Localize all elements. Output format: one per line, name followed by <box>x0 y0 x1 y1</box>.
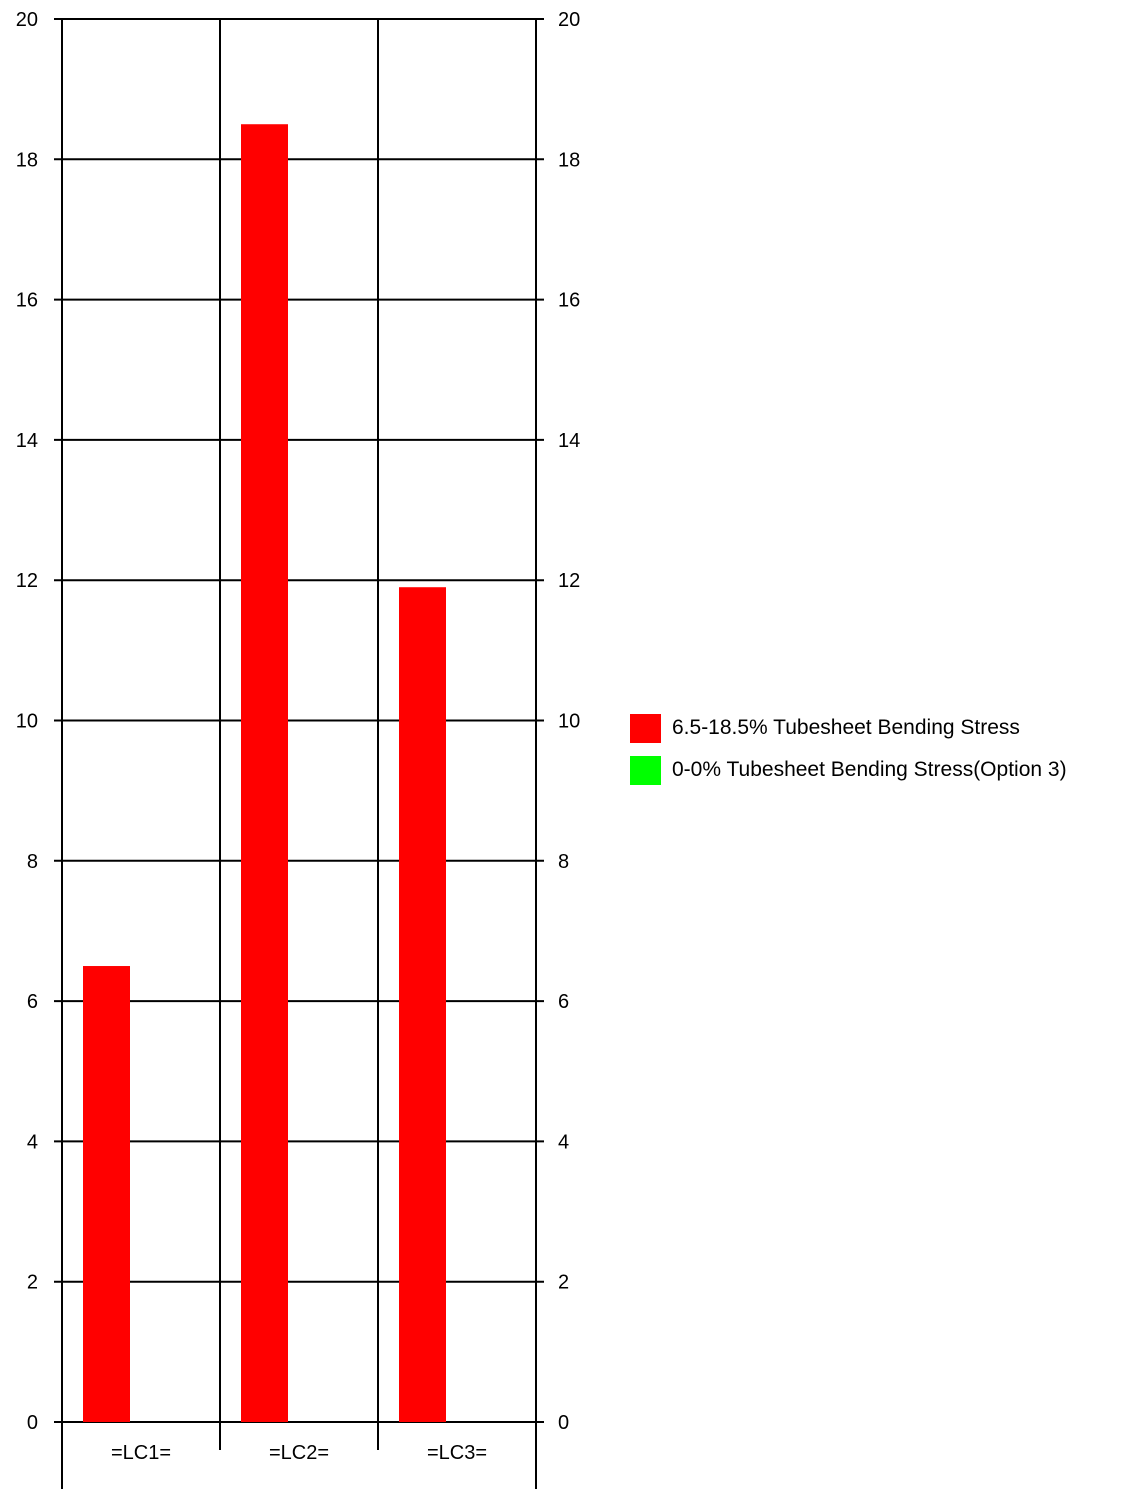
x-tick-label-2: =LC2= <box>269 1442 329 1464</box>
y-tick-label-left-4: 8 <box>27 851 38 873</box>
y-tick-label-left-8: 16 <box>16 290 38 312</box>
bar-series1-lc1 <box>83 966 130 1422</box>
y-tick-label-right-0: 0 <box>558 1412 569 1434</box>
y-tick-label-right-2: 4 <box>558 1131 569 1153</box>
y-tick-label-right-4: 8 <box>558 851 569 873</box>
y-tick-label-left-9: 18 <box>16 149 38 171</box>
y-tick-label-right-5: 10 <box>558 711 580 733</box>
bar-series1-lc3 <box>399 587 446 1422</box>
y-tick-label-right-6: 12 <box>558 570 580 592</box>
legend-label-series-2: 0-0% Tubesheet Bending Stress(Option 3) <box>672 758 1067 781</box>
x-tick-label-1: =LC1= <box>111 1442 171 1464</box>
y-tick-label-left-5: 10 <box>16 711 38 733</box>
legend-label-series-1: 6.5-18.5% Tubesheet Bending Stress <box>672 716 1020 739</box>
legend-item-series-2: 0-0% Tubesheet Bending Stress(Option 3) <box>630 755 1128 785</box>
y-tick-label-right-9: 18 <box>558 149 580 171</box>
y-tick-label-right-1: 2 <box>558 1272 569 1294</box>
legend-swatch-series-2 <box>630 755 661 785</box>
y-tick-label-right-7: 14 <box>558 430 580 452</box>
y-tick-label-right-3: 6 <box>558 991 569 1013</box>
y-tick-label-left-1: 2 <box>27 1272 38 1294</box>
y-tick-label-right-8: 16 <box>558 290 580 312</box>
y-tick-label-right-10: 20 <box>558 9 580 31</box>
y-tick-label-left-7: 14 <box>16 430 38 452</box>
y-tick-label-left-6: 12 <box>16 570 38 592</box>
x-tick-label-3: =LC3= <box>427 1442 487 1464</box>
y-tick-label-left-2: 4 <box>27 1131 38 1153</box>
legend-swatch-series-1 <box>630 713 661 743</box>
y-tick-label-left-0: 0 <box>27 1412 38 1434</box>
chart-legend: 6.5-18.5% Tubesheet Bending Stress 0-0% … <box>630 713 1128 797</box>
legend-item-series-1: 6.5-18.5% Tubesheet Bending Stress <box>630 713 1128 743</box>
y-tick-label-left-3: 6 <box>27 991 38 1013</box>
y-tick-label-left-10: 20 <box>16 9 38 31</box>
bar-series1-lc2 <box>241 124 288 1423</box>
